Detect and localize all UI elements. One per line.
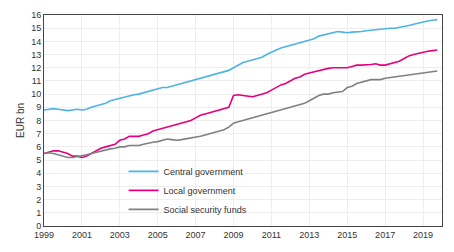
svg-text:2017: 2017 — [375, 230, 395, 240]
svg-text:2: 2 — [36, 195, 41, 205]
svg-text:2007: 2007 — [186, 230, 206, 240]
svg-text:2001: 2001 — [72, 230, 92, 240]
svg-text:15: 15 — [31, 23, 41, 33]
svg-text:2015: 2015 — [337, 230, 357, 240]
svg-text:Social security funds: Social security funds — [164, 205, 247, 215]
svg-text:9: 9 — [36, 102, 41, 112]
svg-text:Central government: Central government — [164, 167, 244, 177]
svg-text:2019: 2019 — [413, 230, 433, 240]
svg-text:14: 14 — [31, 37, 41, 47]
svg-text:EUR bn: EUR bn — [15, 103, 26, 138]
svg-text:13: 13 — [31, 50, 41, 60]
svg-text:1: 1 — [36, 208, 41, 218]
svg-text:2011: 2011 — [262, 230, 281, 240]
svg-text:5: 5 — [36, 155, 41, 165]
svg-text:10: 10 — [31, 89, 41, 99]
svg-text:0: 0 — [36, 221, 41, 231]
svg-text:1999: 1999 — [34, 230, 54, 240]
svg-text:7: 7 — [36, 129, 41, 139]
svg-text:2005: 2005 — [148, 230, 168, 240]
svg-text:16: 16 — [31, 10, 41, 20]
svg-text:11: 11 — [32, 76, 41, 86]
svg-text:2009: 2009 — [224, 230, 244, 240]
svg-text:4: 4 — [36, 168, 41, 178]
svg-text:2003: 2003 — [110, 230, 130, 240]
svg-text:Local government: Local government — [164, 186, 236, 196]
svg-text:3: 3 — [36, 182, 41, 192]
svg-text:12: 12 — [31, 63, 41, 73]
svg-text:6: 6 — [36, 142, 41, 152]
svg-text:8: 8 — [36, 116, 41, 126]
svg-text:2013: 2013 — [299, 230, 319, 240]
